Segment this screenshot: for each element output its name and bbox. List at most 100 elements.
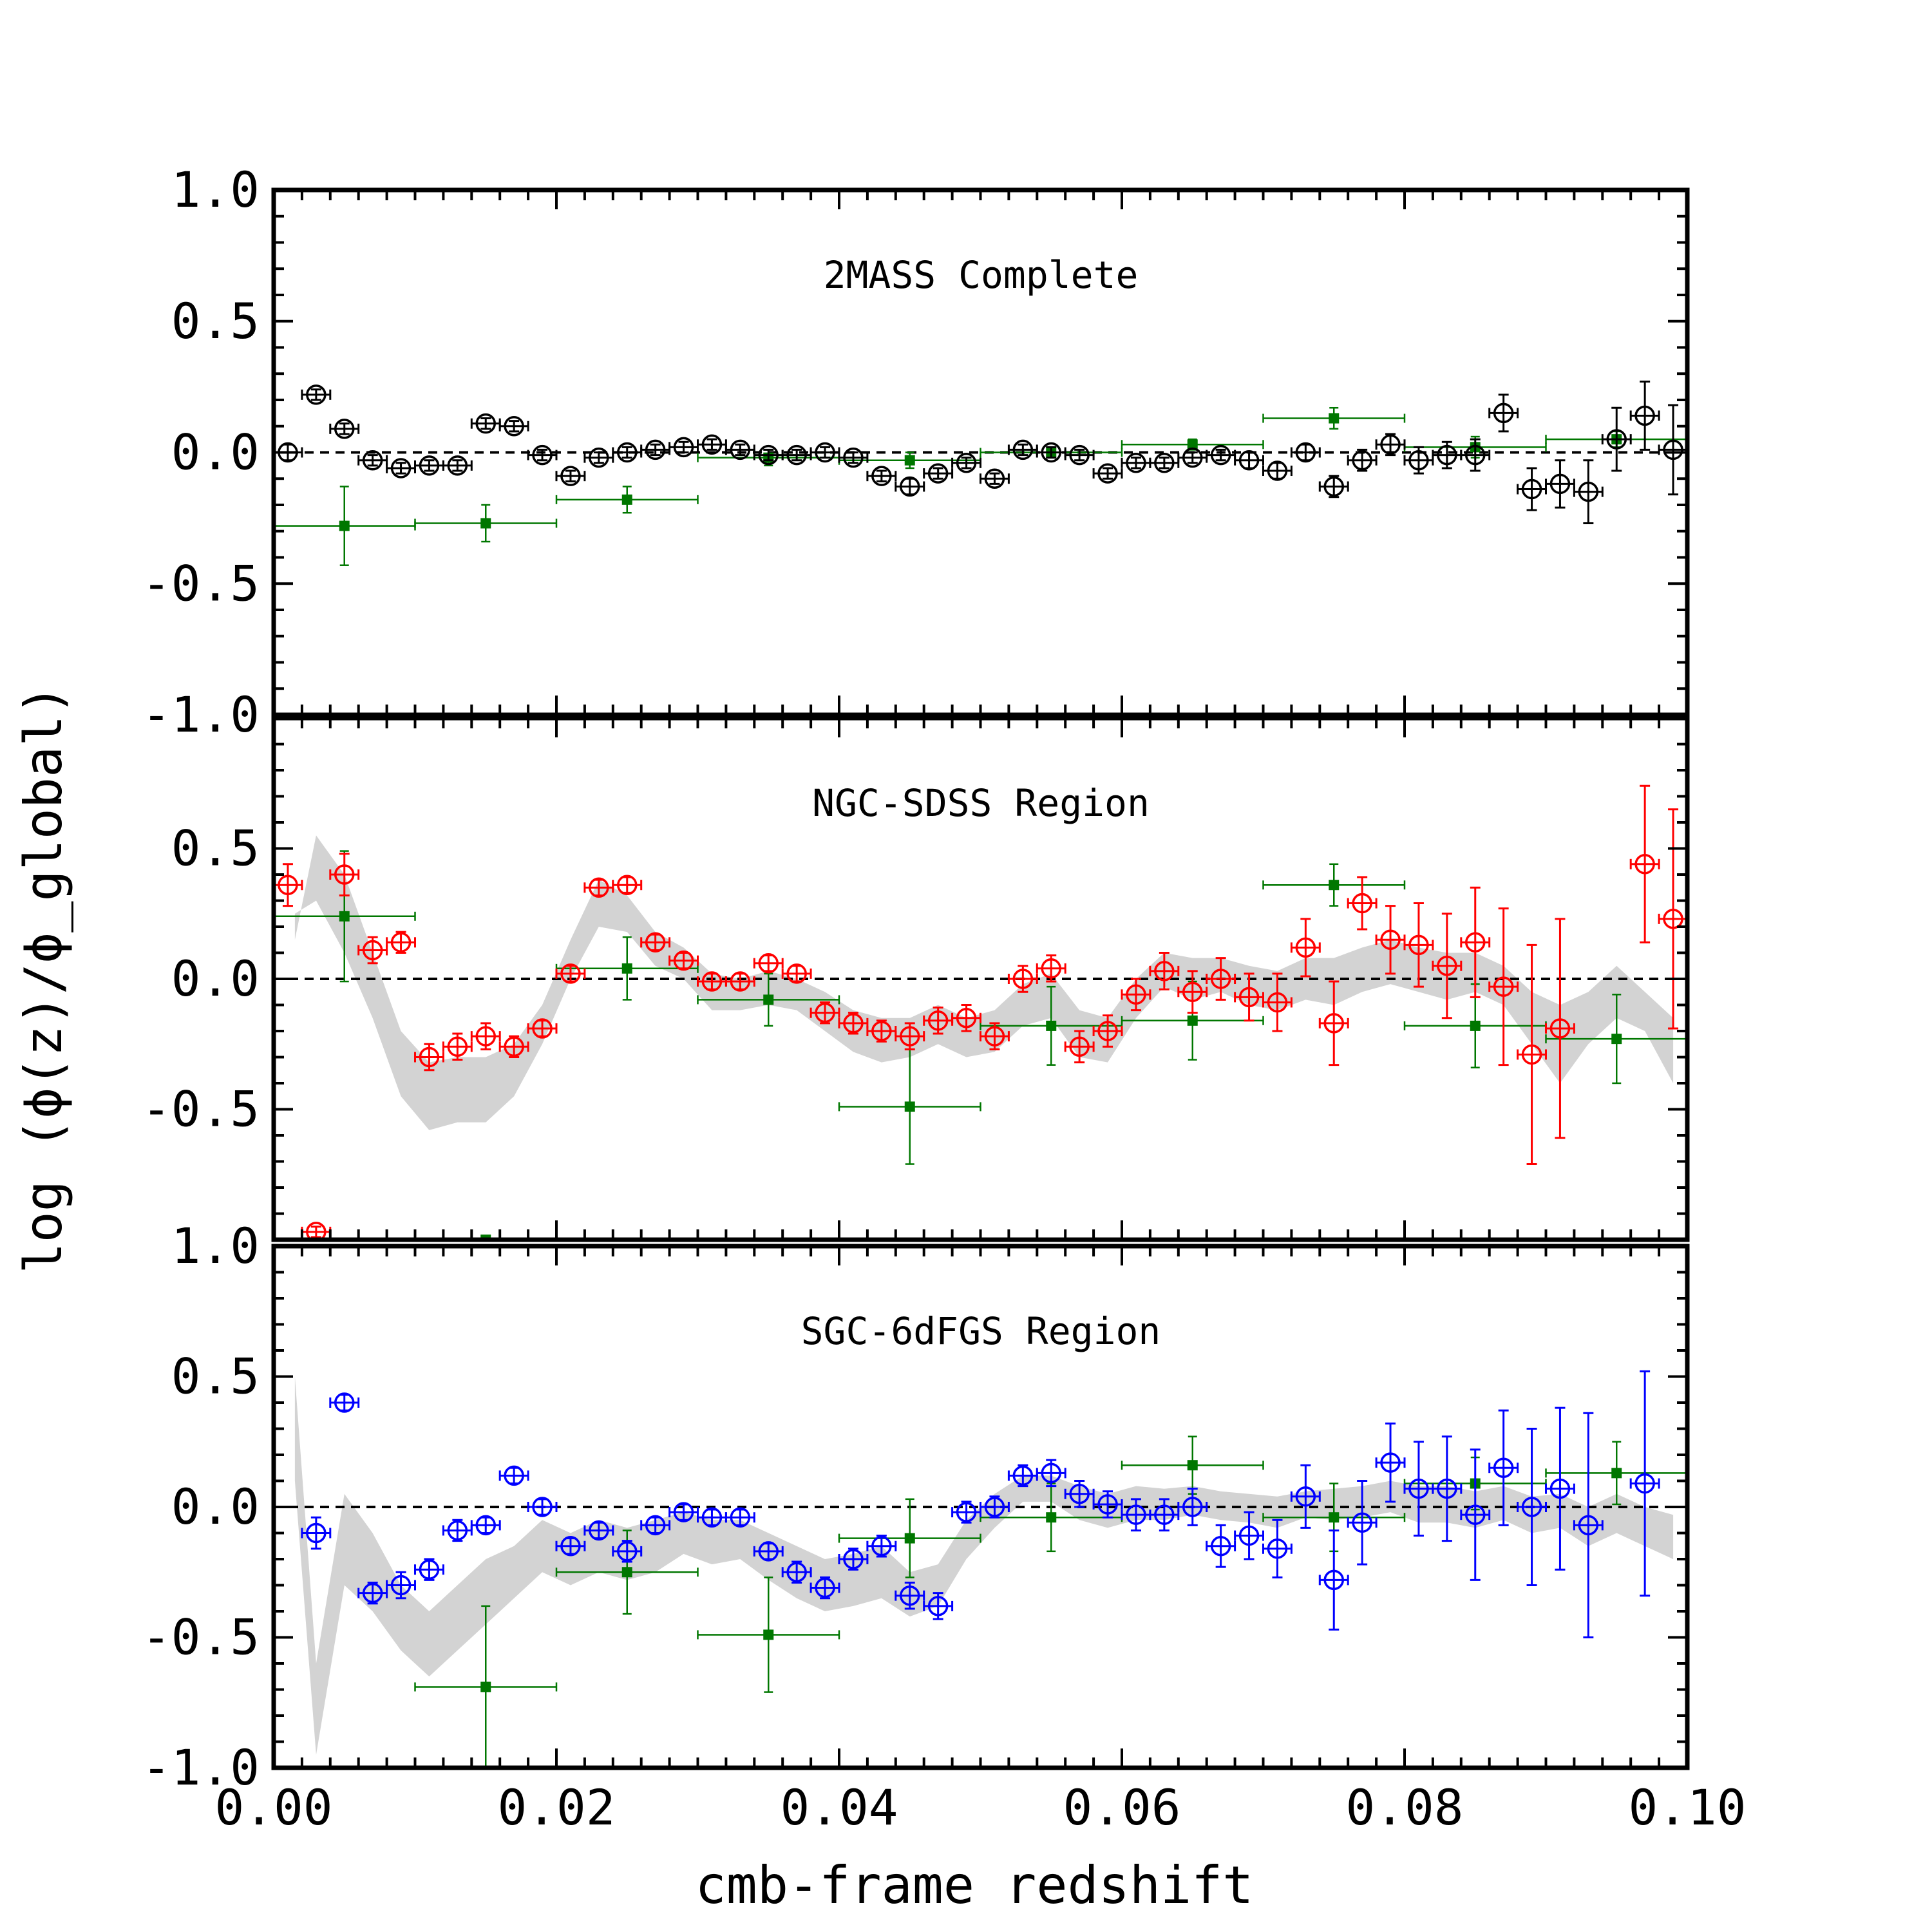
data-point [838,1012,869,1035]
point-marker [843,447,864,468]
data-point [1064,1030,1095,1064]
data-point [357,936,388,965]
data-point [1375,1422,1406,1503]
data-point [1629,380,1660,451]
data-point [1573,1412,1604,1638]
data-point [498,1035,529,1058]
data-point [1149,952,1180,990]
y-tick-label: 0.5 [171,820,260,877]
point-marker [815,442,835,463]
data-point [583,447,614,468]
data-point [1262,1519,1293,1578]
binned-point [697,1577,840,1693]
data-point [1290,442,1321,463]
point-marker [843,1549,864,1569]
point-marker [560,963,581,984]
data-point [386,931,416,954]
point-marker [1097,463,1118,484]
data-point [1432,913,1463,1019]
point-marker [1408,1478,1429,1499]
data-point [1234,972,1264,1022]
data-point [1234,1511,1264,1560]
point-marker [1295,442,1316,463]
point-marker [1154,961,1175,981]
data-point [527,1497,558,1517]
point-marker [815,1577,835,1598]
point-marker [673,1502,694,1522]
data-point [301,1222,332,1240]
point-marker [532,444,553,466]
data-point [527,444,558,466]
data-point [1206,1524,1236,1568]
binned-point [980,1482,1123,1553]
data-point [980,1022,1010,1050]
point-marker [927,1010,949,1031]
point-marker [1210,1536,1231,1557]
point-marker [786,1562,807,1582]
binned-marker [1187,1015,1198,1026]
point-marker [1408,934,1429,956]
panel-title: SGC-6dFGS Region [801,1309,1161,1353]
point-marker [617,875,638,895]
point-marker [900,1026,920,1046]
data-point [1092,463,1123,484]
point-marker [390,932,412,953]
x-tick-label: 0.04 [780,1779,898,1836]
data-point [1206,444,1236,466]
data-point [668,1502,699,1522]
point-marker [1097,1494,1118,1515]
point-marker [1380,434,1401,455]
data-point [1149,1498,1180,1531]
point-marker [871,1021,892,1041]
uncertainty-band [294,835,1674,1130]
point-marker [1238,450,1260,471]
data-point [470,413,501,434]
binned-marker [480,1681,491,1692]
point-marker [1352,450,1372,471]
x-tick-label: 0.00 [214,1779,332,1836]
panel-title: 2MASS Complete [824,253,1139,297]
data-point [357,450,388,471]
point-marker [956,1502,977,1522]
y-axis-title: log (ϕ(z)/ϕ_global) [14,684,73,1273]
binned-marker [763,1629,774,1640]
point-marker [1437,1478,1457,1499]
point-marker [1041,442,1061,463]
point-marker [617,1541,638,1562]
data-point [1007,439,1038,460]
data-point [753,444,784,466]
point-marker [1267,460,1288,481]
point-marker [1634,1473,1655,1494]
point-marker [843,1013,864,1034]
data-point [1092,1490,1123,1519]
data-point [555,466,586,486]
y-tick-label: -1.0 [142,1739,260,1796]
data-point [329,419,360,439]
point-marker [1182,447,1203,468]
data-point [895,1581,925,1610]
data-point [1036,954,1066,983]
point-marker [1126,453,1146,473]
data-point [640,439,671,460]
point-marker [1154,453,1175,473]
point-marker [645,932,666,953]
point-marker [504,1036,524,1057]
data-point [1121,453,1151,473]
y-tick-label: 0.5 [171,1348,260,1405]
data-point [1007,965,1038,993]
point-marker [786,444,807,466]
point-marker [645,1515,666,1536]
data-point [781,963,812,984]
binned-point [697,972,840,1027]
binned-marker [1046,1020,1057,1031]
point-marker [1323,476,1344,497]
data-point [1488,1409,1519,1526]
binned-marker [1329,413,1340,424]
data-point [555,1536,586,1557]
point-marker [758,444,779,466]
point-marker [1126,984,1146,1005]
point-marker [1634,405,1655,426]
x-tick-label: 0.02 [497,1779,615,1836]
data-point [1177,970,1208,1014]
point-marker [1238,987,1260,1008]
